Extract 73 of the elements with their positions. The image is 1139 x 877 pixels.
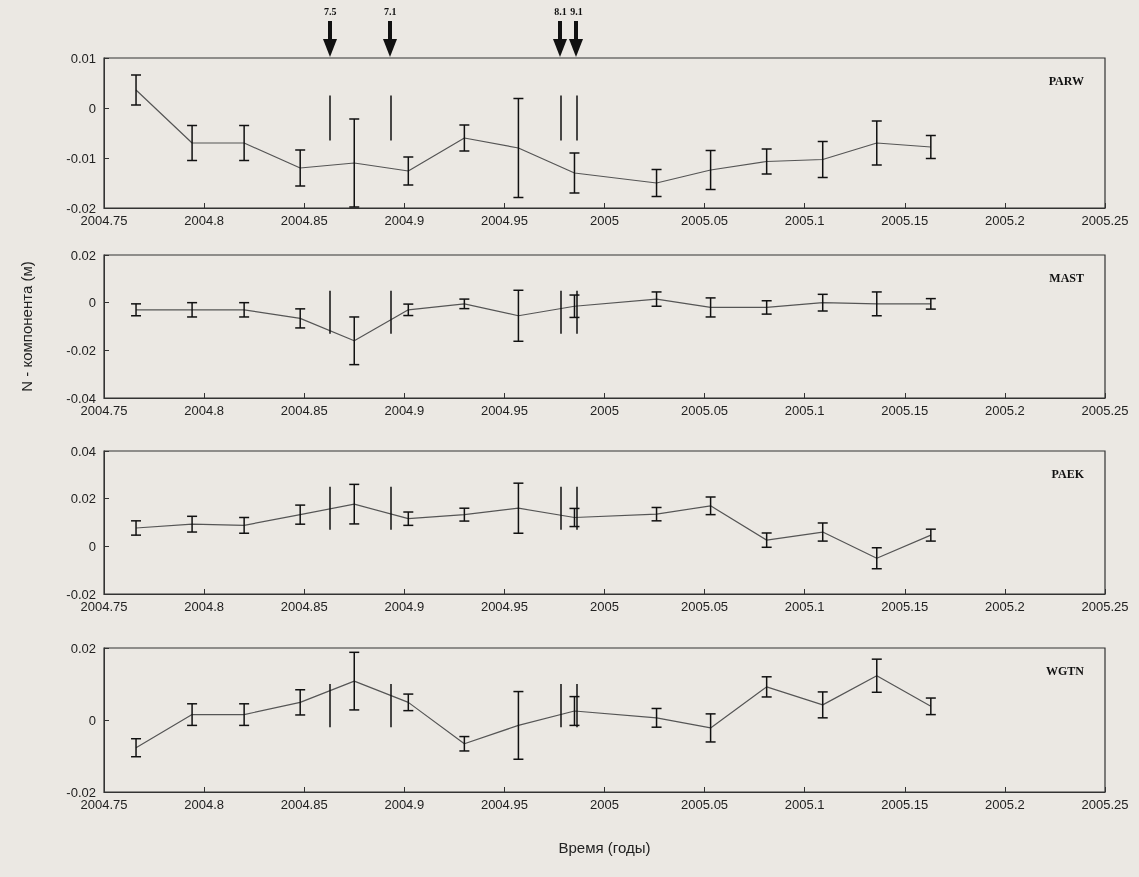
- x-tick-label: 2004.9: [384, 599, 425, 614]
- x-tick-label: 2004.85: [280, 213, 328, 228]
- text: 7.5: [322, 6, 338, 17]
- x-tick-label: 2004.9: [384, 403, 425, 418]
- x-tick-label: 2005.25: [1081, 797, 1129, 812]
- x-tick-label: 2005.2: [985, 213, 1025, 228]
- x-tick-label: 2005.05: [681, 403, 729, 418]
- x-tick-label: 2005.05: [681, 213, 729, 228]
- x-tick-label: 2004.8: [184, 403, 224, 418]
- x-tick-label: 2005.1: [784, 797, 825, 812]
- text: PARW: [1048, 74, 1085, 88]
- line-series: [135, 298, 932, 342]
- x-tick-label: 2005.25: [1081, 599, 1129, 614]
- x-tick-label: 2004.95: [480, 403, 528, 418]
- x-tick-label: 2005.2: [985, 403, 1025, 418]
- x-tick-label: 2004.75: [80, 403, 128, 418]
- x-axis-title: Время (годы): [558, 839, 651, 856]
- x-tick-label: 2004.9: [384, 797, 425, 812]
- y-tick-label: 0.04: [70, 443, 96, 459]
- text: MAST: [1049, 271, 1084, 285]
- y-tick-label: 0.02: [70, 491, 96, 507]
- text: PAEK: [1051, 467, 1085, 481]
- x-tick-label: 2004.95: [480, 797, 528, 812]
- x-tick-label: 2004.95: [480, 213, 528, 228]
- x-tick-label: 2004.75: [80, 599, 128, 614]
- x-tick-label: 2005: [590, 403, 619, 418]
- x-tick-label: 2005.15: [881, 403, 929, 418]
- text: 9.1: [570, 6, 583, 17]
- text: WGTN: [1046, 664, 1085, 678]
- x-tick-label: 2005.15: [881, 213, 929, 228]
- y-tick-label: -0.02: [66, 200, 96, 216]
- text: 7.1: [383, 6, 398, 17]
- x-tick-label: 2004.9: [384, 213, 425, 228]
- x-tick-label: 2004.8: [184, 213, 224, 228]
- x-tick-label: 2005: [590, 797, 619, 812]
- x-tick-label: 2004.85: [280, 797, 328, 812]
- x-tick-label: 2005.2: [985, 797, 1025, 812]
- x-tick-label: 2004.85: [280, 599, 328, 614]
- line-series: [135, 675, 932, 749]
- x-tick-label: 2005.25: [1081, 403, 1129, 418]
- x-tick-label: 2004.75: [80, 213, 128, 228]
- x-tick-label: 2005.25: [1081, 213, 1129, 228]
- x-tick-label: 2004.95: [480, 599, 528, 614]
- y-tick-label: -0.04: [66, 390, 96, 406]
- x-tick-label: 2004.8: [184, 599, 224, 614]
- text: 8.1: [554, 6, 567, 17]
- y-tick-label: 0: [88, 538, 96, 554]
- x-tick-label: 2005.15: [881, 797, 929, 812]
- x-tick-label: 2005.1: [784, 403, 825, 418]
- x-tick-label: 2005.2: [985, 599, 1025, 614]
- x-tick-label: 2005.1: [784, 213, 825, 228]
- x-tick-label: 2004.8: [184, 797, 224, 812]
- x-tick-label: 2005.05: [681, 599, 729, 614]
- y-tick-label: 0.02: [70, 640, 96, 656]
- y-axis-title: N - компонента (м): [18, 261, 35, 392]
- x-tick-label: 2005.1: [784, 599, 825, 614]
- y-tick-label: -0.02: [66, 784, 96, 800]
- x-tick-label: 2005: [590, 599, 619, 614]
- y-tick-label: 0.01: [70, 50, 96, 66]
- x-tick-label: 2004.85: [280, 403, 328, 418]
- x-tick-label: 2005.15: [881, 599, 929, 614]
- x-tick-label: 2005.05: [681, 797, 729, 812]
- y-tick-label: 0: [88, 100, 96, 116]
- x-tick-label: 2005: [590, 213, 619, 228]
- y-tick-label: 0.02: [70, 247, 96, 263]
- y-tick-label: -0.02: [66, 586, 96, 602]
- y-tick-label: -0.02: [66, 342, 96, 358]
- y-tick-label: -0.01: [66, 150, 96, 166]
- x-tick-label: 2004.75: [80, 797, 128, 812]
- y-tick-label: 0: [88, 295, 96, 311]
- line-series: [135, 503, 932, 559]
- y-tick-label: 0: [88, 712, 96, 728]
- line-series: [135, 89, 932, 184]
